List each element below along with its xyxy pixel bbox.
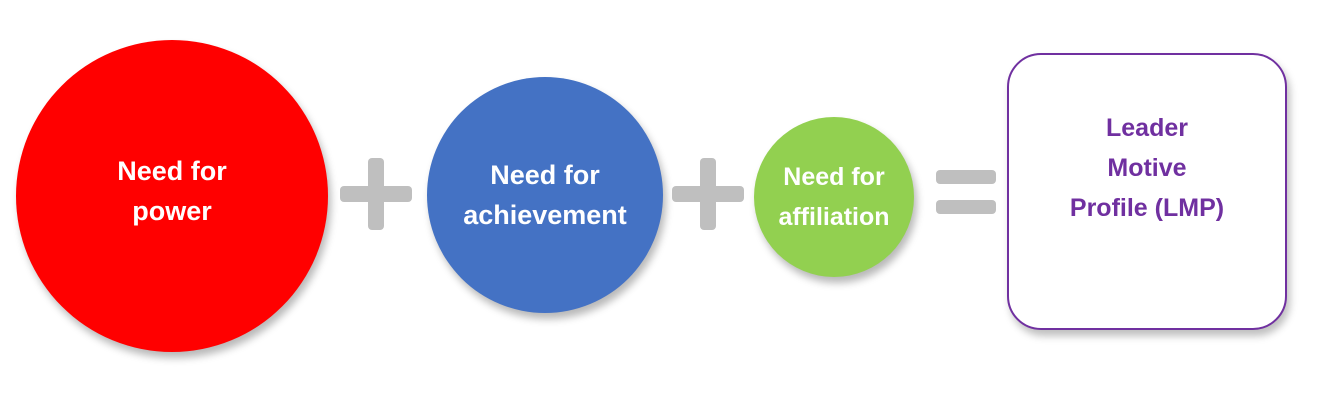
need-for-power-label-line2: power — [132, 196, 212, 226]
need-for-affiliation-label-line1: Need for — [783, 163, 885, 191]
result-label-line3: Profile (LMP) — [1069, 193, 1225, 222]
need-for-affiliation-label-line2: affiliation — [778, 203, 890, 231]
equals-top-bar — [936, 170, 996, 184]
need-for-affiliation-circle: Need for affiliation — [754, 117, 914, 277]
result-label-line1: Leader — [1106, 113, 1188, 142]
need-for-power-circle: Need for power — [16, 40, 328, 352]
need-for-achievement-label-line2: achievement — [463, 200, 627, 230]
need-for-achievement-circle: Need for achievement — [427, 77, 663, 313]
equals-bottom-bar — [936, 200, 996, 214]
plus-icon — [340, 158, 412, 230]
equals-icon — [936, 170, 996, 216]
result-label-line2: Motive — [1107, 153, 1187, 182]
need-for-achievement-label-line1: Need for — [490, 160, 600, 190]
leader-motive-profile-box: Leader Motive Profile (LMP) — [1007, 53, 1287, 330]
need-for-power-label-line1: Need for — [117, 156, 227, 186]
plus-vertical-bar — [700, 158, 716, 230]
plus-vertical-bar — [368, 158, 384, 230]
plus-icon — [672, 158, 744, 230]
